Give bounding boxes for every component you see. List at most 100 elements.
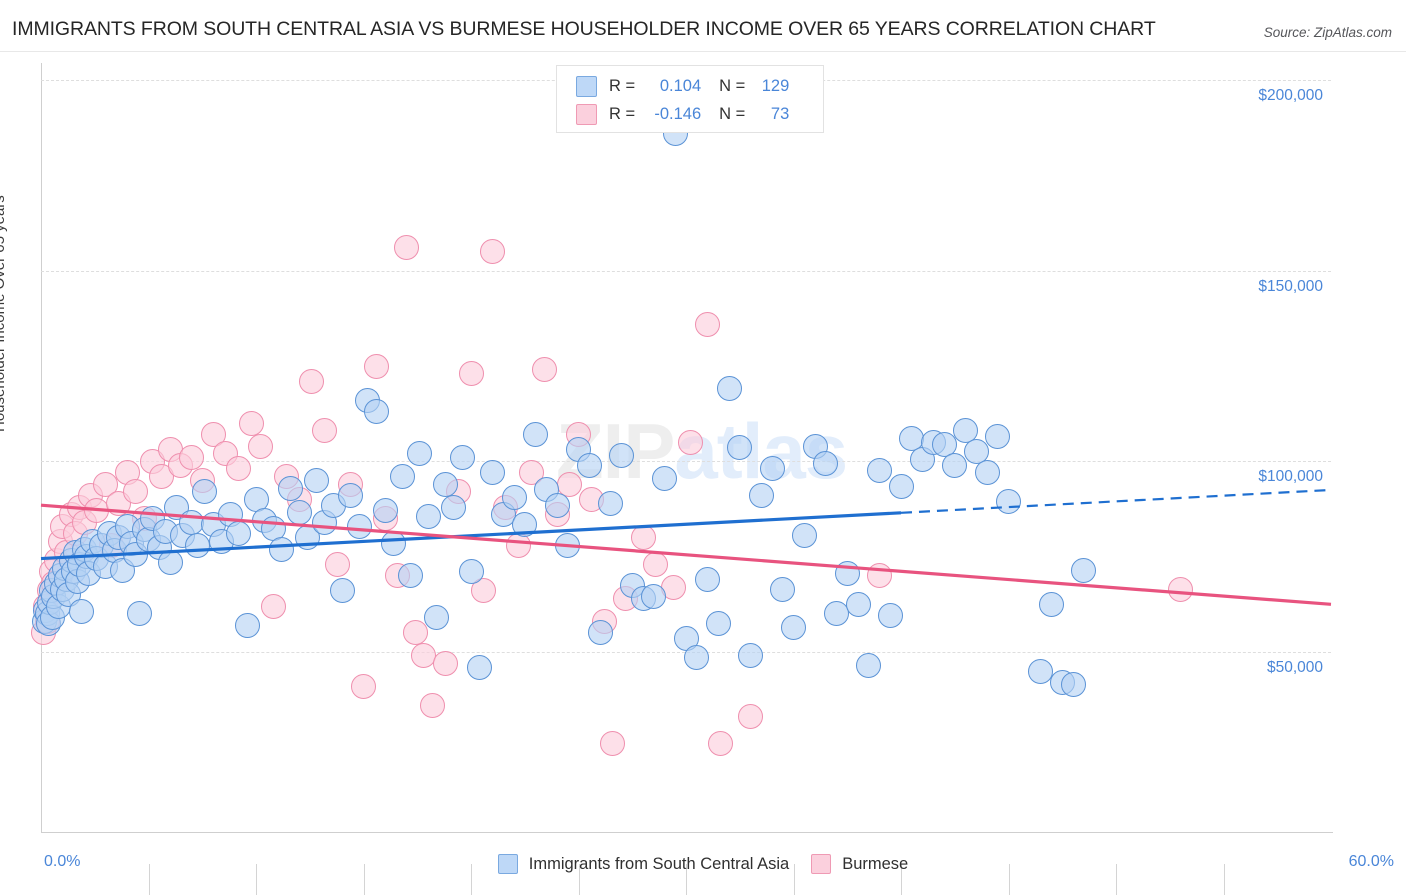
x-axis-tick (148, 864, 150, 895)
scatter-point (394, 235, 419, 261)
scatter-point (312, 418, 338, 444)
legend-label-immigrants: Immigrants from South Central Asia (528, 854, 790, 873)
scatter-point (931, 431, 957, 457)
scatter-point (351, 673, 376, 699)
scatter-point (695, 311, 720, 337)
scatter-point (127, 601, 153, 627)
x-axis-min-label: 0.0% (44, 853, 81, 870)
legend-item-burmese[interactable]: Burmese (811, 854, 908, 874)
scatter-point (299, 368, 325, 394)
scatter-point (123, 479, 149, 505)
scatter-point (770, 576, 796, 602)
scatter-point (781, 614, 806, 640)
legend-label-burmese: Burmese (842, 854, 909, 873)
legend-swatch-pink-icon (576, 103, 597, 125)
scatter-point (576, 452, 602, 478)
scatter-point (501, 485, 527, 511)
scatter-point (877, 603, 903, 629)
scatter-point (363, 399, 389, 425)
x-axis-tick (1223, 864, 1225, 895)
scatter-point (226, 521, 252, 547)
scatter-point (531, 357, 557, 383)
n-value-pink: 73 (770, 104, 790, 123)
scatter-point (432, 650, 458, 676)
scatter-point (389, 464, 415, 490)
scatter-point (69, 599, 95, 625)
scatter-point (1060, 671, 1086, 697)
scatter-point (424, 605, 450, 631)
scatter-point (185, 532, 211, 558)
scatter-point (458, 361, 484, 387)
scatter-point (813, 450, 839, 476)
scatter-point (329, 578, 355, 604)
x-axis-tick (256, 864, 257, 895)
scatter-point (226, 456, 252, 482)
scatter-point (684, 645, 710, 671)
r-value-pink: -0.146 (654, 104, 702, 123)
scatter-point (441, 494, 467, 520)
correlation-legend-box: R = 0.104 N = 129 R = -0.146 N = 73 (556, 65, 824, 133)
scatter-point (942, 452, 968, 478)
x-axis-tick (1008, 864, 1010, 895)
x-axis-tick (578, 864, 580, 895)
scatter-point (363, 353, 389, 379)
scatter-point (544, 492, 570, 518)
scatter-point (985, 424, 1011, 450)
scatter-point (748, 483, 774, 509)
scatter-point (480, 460, 505, 486)
r-value-blue: 0.104 (659, 76, 702, 95)
scatter-point (303, 467, 329, 493)
y-axis-tick-label: $100,000 (1258, 468, 1323, 486)
scatter-point (716, 376, 742, 402)
scatter-point (338, 483, 364, 509)
gridline (41, 270, 1331, 272)
scatter-point (759, 456, 785, 482)
scatter-point (480, 239, 505, 265)
scatter-point (1071, 557, 1097, 583)
scatter-point (791, 523, 817, 549)
scatter-point (419, 692, 445, 718)
scatter-point (705, 610, 731, 636)
scatter-point (845, 591, 871, 617)
x-axis-tick (793, 864, 795, 895)
scatter-point (277, 475, 303, 501)
page-title: IMMIGRANTS FROM SOUTH CENTRAL ASIA VS BU… (12, 18, 1156, 40)
scatter-point (953, 418, 978, 444)
header-divider (0, 51, 1406, 52)
legend-item-immigrants[interactable]: Immigrants from South Central Asia (497, 854, 790, 874)
scatter-point (963, 439, 989, 465)
scatter-point (467, 654, 493, 680)
scatter-point (856, 652, 882, 678)
x-axis-max-label: 60.0% (1348, 853, 1394, 870)
n-label-pink: N = (719, 104, 746, 123)
correlation-row-pink: R = -0.146 N = 73 (557, 100, 823, 128)
r-label-pink: R = (609, 104, 636, 123)
scatter-point (269, 536, 295, 562)
scatter-point (899, 425, 925, 451)
scatter-point (512, 511, 538, 537)
scatter-point (157, 549, 183, 575)
series-legend: Immigrants from South Central Asia Burme… (0, 850, 1406, 878)
scatter-point (630, 525, 656, 551)
plot-area: $200,000 $150,000 $100,000 $50,000 (30, 63, 1331, 895)
scatter-point (652, 465, 677, 491)
scatter-point (346, 513, 372, 539)
y-axis-tick-label: $150,000 (1258, 277, 1323, 295)
scatter-point (1028, 658, 1054, 684)
x-axis-tick (901, 864, 902, 895)
scatter-point (557, 471, 583, 497)
y-axis-line (41, 63, 42, 832)
scatter-point (234, 612, 260, 638)
scatter-point (641, 584, 667, 610)
scatter-point (179, 445, 204, 471)
scatter-point (738, 643, 763, 669)
scatter-point (406, 441, 432, 467)
scatter-point (609, 443, 634, 469)
x-axis-tick (363, 864, 365, 895)
scatter-point (191, 479, 217, 505)
scatter-point (727, 435, 753, 461)
scatter-point (834, 561, 860, 587)
n-label-blue: N = (719, 76, 746, 95)
x-axis-tick (471, 864, 472, 895)
scatter-point (247, 433, 273, 459)
